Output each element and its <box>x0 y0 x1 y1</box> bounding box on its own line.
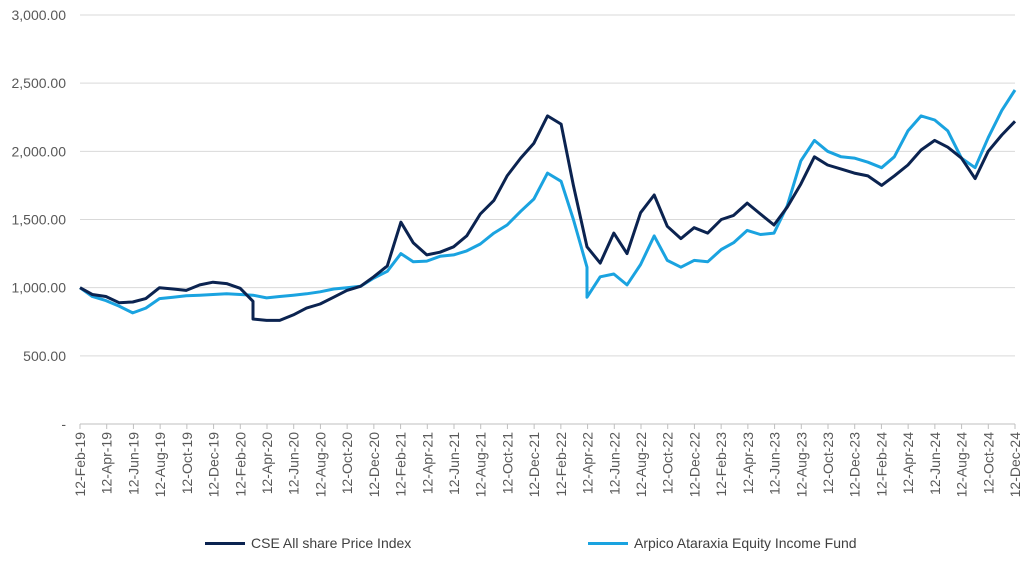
legend-label-cse: CSE All share Price Index <box>251 535 412 551</box>
legend-swatch-cse <box>205 541 245 545</box>
x-tick-label: 12-Aug-21 <box>473 432 489 498</box>
x-tick-label: 12-Aug-19 <box>152 432 168 498</box>
x-tick-label: 12-Apr-19 <box>99 432 115 494</box>
x-tick-label: 12-Jun-19 <box>125 432 141 495</box>
x-tick-label: 12-Feb-19 <box>72 432 88 497</box>
x-tick-label: 12-Feb-21 <box>393 432 409 497</box>
y-tick-label: 2,000.00 <box>12 143 67 159</box>
y-tick-label: 1,000.00 <box>12 280 67 296</box>
x-tick-label: 12-Jun-22 <box>606 432 622 495</box>
y-tick-label: 2,500.00 <box>12 75 67 91</box>
x-tick-label: 12-Oct-23 <box>820 432 836 494</box>
x-tick-label: 12-Feb-24 <box>873 432 889 497</box>
x-tick-label: 12-Aug-24 <box>954 432 970 498</box>
series-line-0 <box>79 114 1017 322</box>
legend-swatch-arpico <box>588 541 628 545</box>
x-tick-label: 12-Feb-22 <box>553 432 569 497</box>
x-axis: 12-Feb-19 12-Apr-19 12-Jun-19 12-Aug-19 12-O… <box>72 423 1023 498</box>
x-tick-label: 12-Jun-23 <box>767 432 783 495</box>
x-tick-label: 12-Apr-23 <box>740 432 756 494</box>
y-tick-label: 1,500.00 <box>12 212 67 228</box>
x-tick-label: 12-Apr-22 <box>580 432 596 494</box>
legend-item-arpico: Arpico Ataraxia Equity Income Fund <box>588 535 857 551</box>
x-tick-label: 12-Apr-21 <box>419 432 435 494</box>
x-tick-label: 12-Oct-21 <box>499 432 515 494</box>
x-tick-label: 12-Feb-23 <box>713 432 729 497</box>
x-tick-label: 12-Apr-24 <box>900 432 916 494</box>
x-tick-label: 12-Jun-21 <box>446 432 462 495</box>
x-tick-label: 12-Oct-19 <box>179 432 195 494</box>
x-tick-label: 12-Dec-24 <box>1007 432 1023 498</box>
x-tick-label: 12-Dec-22 <box>686 432 702 498</box>
legend: CSE All share Price Index Arpico Ataraxi… <box>0 535 1032 557</box>
x-tick-label: 12-Aug-22 <box>633 432 649 498</box>
x-tick-label: 12-Oct-20 <box>339 432 355 494</box>
x-tick-label: 12-Aug-20 <box>312 432 328 498</box>
x-tick-label: 12-Feb-20 <box>232 432 248 497</box>
x-tick-label: 12-Jun-20 <box>286 432 302 495</box>
gridlines <box>80 14 1015 425</box>
x-tick-label: 12-Jun-24 <box>927 432 943 495</box>
y-axis: - 500.00 1,000.00 1,500.00 2,000.00 2,500.00 3… <box>12 7 67 432</box>
legend-item-cse: CSE All share Price Index <box>205 535 411 551</box>
y-tick-label: 500.00 <box>23 348 66 364</box>
x-tick-label: 12-Oct-22 <box>660 432 676 494</box>
x-tick-label: 12-Dec-23 <box>847 432 863 498</box>
x-tick-label: 12-Dec-20 <box>366 432 382 498</box>
x-tick-label: 12-Apr-20 <box>259 432 275 494</box>
x-tick-label: 12-Oct-24 <box>980 432 996 494</box>
x-tick-label: 12-Aug-23 <box>793 432 809 498</box>
y-tick-label: - <box>61 416 66 432</box>
series-lines <box>79 89 1017 322</box>
x-tick-label: 12-Dec-21 <box>526 432 542 498</box>
x-tick-label: 12-Dec-19 <box>206 432 222 498</box>
y-tick-label: 3,000.00 <box>12 7 67 23</box>
legend-label-arpico: Arpico Ataraxia Equity Income Fund <box>634 535 857 551</box>
series-line-1 <box>79 89 1017 315</box>
